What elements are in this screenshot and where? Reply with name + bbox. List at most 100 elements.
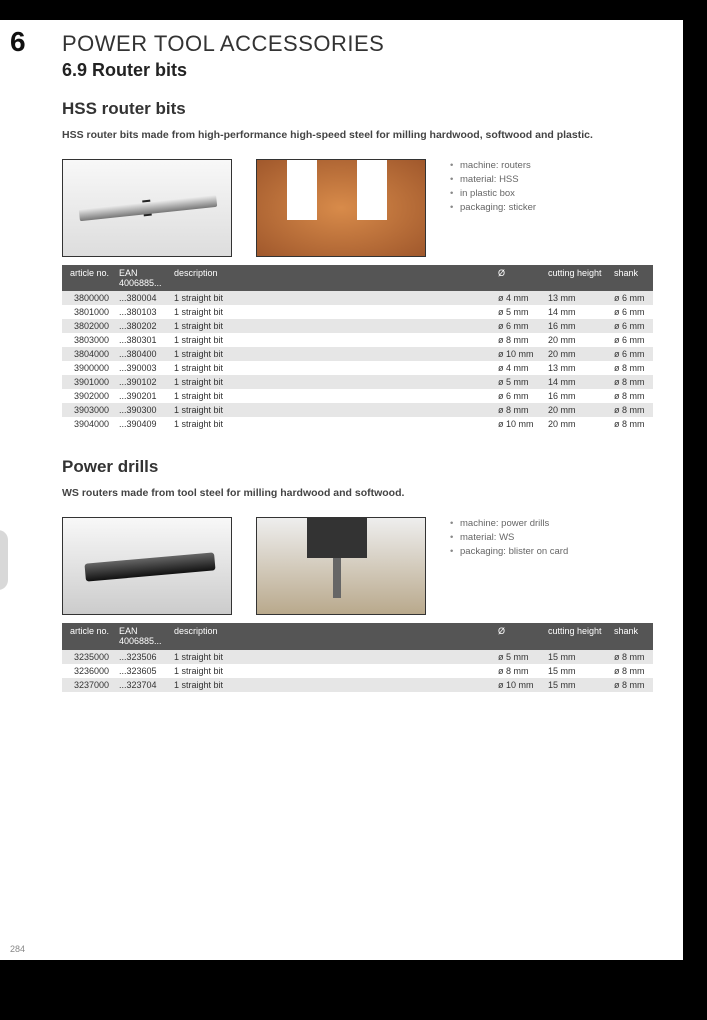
bullet-item: packaging: blister on card	[450, 545, 568, 559]
table-cell: 14 mm	[543, 375, 609, 389]
th-shank: shank	[609, 265, 653, 292]
table-cell: ø 6 mm	[609, 333, 653, 347]
table-row: 3900000...3900031 straight bitø 4 mm13 m…	[62, 361, 653, 375]
table-cell: ø 8 mm	[609, 417, 653, 431]
table-row: 3902000...3902011 straight bitø 6 mm16 m…	[62, 389, 653, 403]
th-ean: EAN 4006885...	[114, 623, 169, 650]
bullet-item: machine: routers	[450, 159, 536, 173]
table-cell: 3802000	[62, 319, 114, 333]
table-cell: ...323506	[114, 650, 169, 664]
table-cell: ...390409	[114, 417, 169, 431]
th-article: article no.	[62, 265, 114, 292]
table-cell: 1 straight bit	[169, 664, 493, 678]
bullet-item: material: HSS	[450, 173, 536, 187]
bullet-item: in plastic box	[450, 187, 536, 201]
table-cell: ...390003	[114, 361, 169, 375]
table-cell: ...380103	[114, 305, 169, 319]
chapter-number: 6	[10, 26, 62, 58]
table-cell: ø 6 mm	[609, 305, 653, 319]
table-row: 3804000...3804001 straight bitø 10 mm20 …	[62, 347, 653, 361]
table-row: 3803000...3803011 straight bitø 8 mm20 m…	[62, 333, 653, 347]
table-cell: ø 8 mm	[493, 664, 543, 678]
table-cell: ø 5 mm	[493, 305, 543, 319]
table-cell: ...323605	[114, 664, 169, 678]
bullet-item: packaging: sticker	[450, 201, 536, 215]
table-cell: ø 10 mm	[493, 347, 543, 361]
hss-intro: HSS router bits made from high-performan…	[62, 129, 653, 143]
hss-bullets: machine: routers material: HSS in plasti…	[450, 159, 536, 216]
table-cell: 15 mm	[543, 664, 609, 678]
table-cell: 3236000	[62, 664, 114, 678]
table-cell: ø 4 mm	[493, 291, 543, 305]
table-cell: 1 straight bit	[169, 403, 493, 417]
table-cell: 1 straight bit	[169, 650, 493, 664]
hss-product-image	[62, 159, 232, 257]
table-cell: 13 mm	[543, 361, 609, 375]
hss-application-image	[256, 159, 426, 257]
table-cell: ø 8 mm	[609, 403, 653, 417]
table-cell: 3900000	[62, 361, 114, 375]
table-cell: 15 mm	[543, 650, 609, 664]
table-cell: 20 mm	[543, 333, 609, 347]
table-cell: 3801000	[62, 305, 114, 319]
table-cell: ...323704	[114, 678, 169, 692]
table-cell: ...390300	[114, 403, 169, 417]
chapter-title: POWER TOOL ACCESSORIES	[62, 31, 384, 57]
th-article: article no.	[62, 623, 114, 650]
pd-media: machine: power drills material: WS packa…	[62, 517, 653, 615]
table-cell: ø 8 mm	[493, 403, 543, 417]
table-cell: ø 4 mm	[493, 361, 543, 375]
section-title: 6.9 Router bits	[62, 60, 683, 81]
page-number: 284	[10, 944, 25, 954]
table-cell: 1 straight bit	[169, 361, 493, 375]
table-cell: 1 straight bit	[169, 305, 493, 319]
table-cell: 3804000	[62, 347, 114, 361]
th-shank: shank	[609, 623, 653, 650]
table-row: 3235000...3235061 straight bitø 5 mm15 m…	[62, 650, 653, 664]
table-cell: 3800000	[62, 291, 114, 305]
table-cell: ø 8 mm	[609, 678, 653, 692]
table-cell: ...380400	[114, 347, 169, 361]
pd-table: article no. EAN 4006885... description Ø…	[62, 623, 653, 692]
table-cell: ...380301	[114, 333, 169, 347]
table-cell: 16 mm	[543, 389, 609, 403]
table-cell: ø 5 mm	[493, 650, 543, 664]
table-cell: ø 8 mm	[609, 389, 653, 403]
table-cell: 3902000	[62, 389, 114, 403]
bullet-item: machine: power drills	[450, 517, 568, 531]
bullet-item: material: WS	[450, 531, 568, 545]
table-row: 3237000...3237041 straight bitø 10 mm15 …	[62, 678, 653, 692]
hss-title: HSS router bits	[62, 99, 653, 119]
pd-intro: WS routers made from tool steel for mill…	[62, 487, 653, 501]
th-height: cutting height	[543, 265, 609, 292]
table-cell: 1 straight bit	[169, 333, 493, 347]
th-diameter: Ø	[493, 265, 543, 292]
table-row: 3903000...3903001 straight bitø 8 mm20 m…	[62, 403, 653, 417]
table-cell: ø 6 mm	[609, 347, 653, 361]
table-cell: ø 6 mm	[493, 389, 543, 403]
table-row: 3904000...3904091 straight bitø 10 mm20 …	[62, 417, 653, 431]
table-cell: 1 straight bit	[169, 417, 493, 431]
table-row: 3236000...3236051 straight bitø 8 mm15 m…	[62, 664, 653, 678]
table-header-row: article no. EAN 4006885... description Ø…	[62, 265, 653, 292]
side-tab	[0, 530, 8, 590]
th-ean: EAN 4006885...	[114, 265, 169, 292]
table-cell: 3904000	[62, 417, 114, 431]
table-cell: 16 mm	[543, 319, 609, 333]
table-cell: ø 8 mm	[609, 650, 653, 664]
table-cell: 20 mm	[543, 347, 609, 361]
table-cell: ...390201	[114, 389, 169, 403]
pd-product-image	[62, 517, 232, 615]
th-description: description	[169, 265, 493, 292]
table-header-row: article no. EAN 4006885... description Ø…	[62, 623, 653, 650]
table-cell: 15 mm	[543, 678, 609, 692]
table-cell: ø 10 mm	[493, 678, 543, 692]
pd-title: Power drills	[62, 457, 653, 477]
table-cell: 1 straight bit	[169, 347, 493, 361]
table-cell: ø 8 mm	[493, 333, 543, 347]
hss-table: article no. EAN 4006885... description Ø…	[62, 265, 653, 432]
table-cell: ø 10 mm	[493, 417, 543, 431]
table-cell: 1 straight bit	[169, 678, 493, 692]
table-cell: 1 straight bit	[169, 389, 493, 403]
table-cell: ø 5 mm	[493, 375, 543, 389]
